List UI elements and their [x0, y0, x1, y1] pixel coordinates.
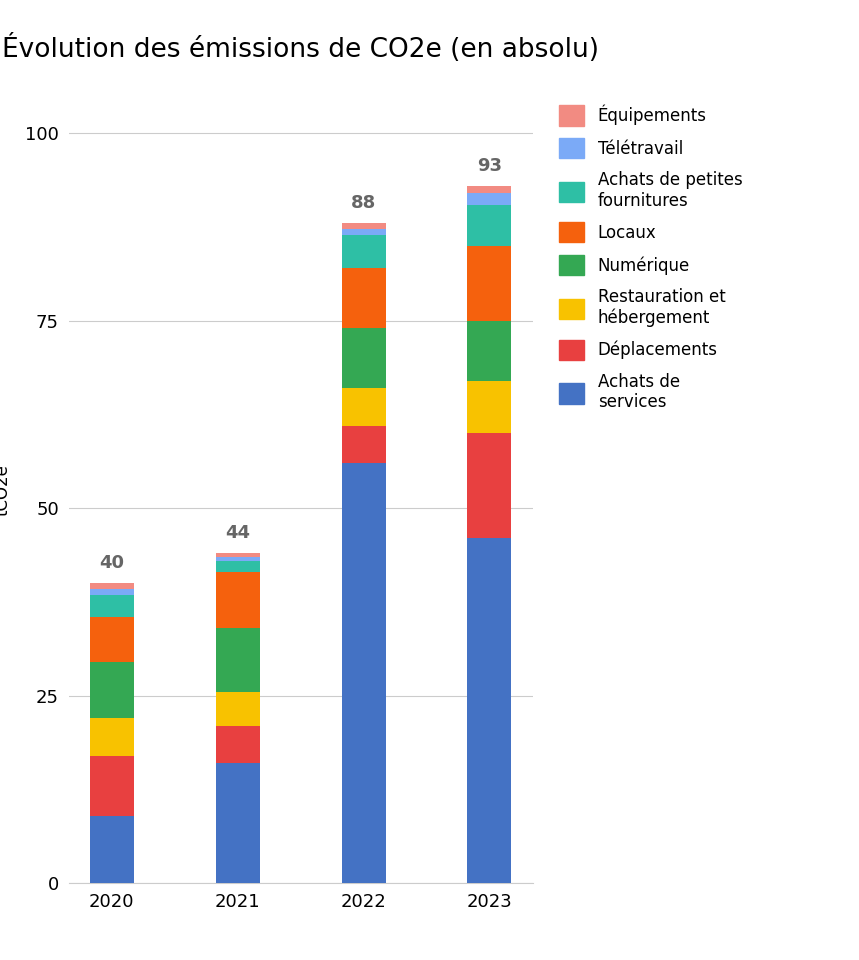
Bar: [342, 234, 386, 269]
Bar: [342, 426, 386, 464]
Bar: [216, 553, 259, 557]
Y-axis label: tCO2e: tCO2e: [0, 464, 11, 516]
Bar: [216, 557, 259, 561]
Text: 88: 88: [351, 194, 376, 212]
Bar: [216, 726, 259, 763]
Bar: [90, 662, 134, 718]
Bar: [216, 763, 259, 883]
Bar: [342, 228, 386, 234]
Bar: [467, 194, 511, 204]
Bar: [90, 718, 134, 756]
Text: 44: 44: [225, 524, 250, 542]
Bar: [467, 321, 511, 381]
Bar: [216, 572, 259, 628]
Bar: [467, 381, 511, 433]
Bar: [90, 617, 134, 662]
Bar: [216, 628, 259, 692]
Bar: [90, 594, 134, 617]
Bar: [216, 692, 259, 726]
Bar: [216, 561, 259, 572]
Bar: [467, 204, 511, 246]
Bar: [342, 269, 386, 328]
Bar: [467, 246, 511, 321]
Bar: [90, 816, 134, 883]
Bar: [467, 433, 511, 539]
Bar: [467, 539, 511, 883]
Text: 93: 93: [477, 156, 502, 175]
Text: Évolution des émissions de CO2e (en absolu): Évolution des émissions de CO2e (en abso…: [3, 34, 599, 62]
Text: 40: 40: [100, 554, 125, 572]
Legend: Équipements, Télétravail, Achats de petites
fournitures, Locaux, Numérique, Rest: Équipements, Télétravail, Achats de peti…: [559, 105, 742, 411]
Bar: [342, 328, 386, 389]
Bar: [90, 584, 134, 588]
Bar: [467, 186, 511, 194]
Bar: [342, 389, 386, 426]
Bar: [342, 224, 386, 228]
Bar: [342, 464, 386, 883]
Bar: [90, 588, 134, 594]
Bar: [90, 756, 134, 816]
